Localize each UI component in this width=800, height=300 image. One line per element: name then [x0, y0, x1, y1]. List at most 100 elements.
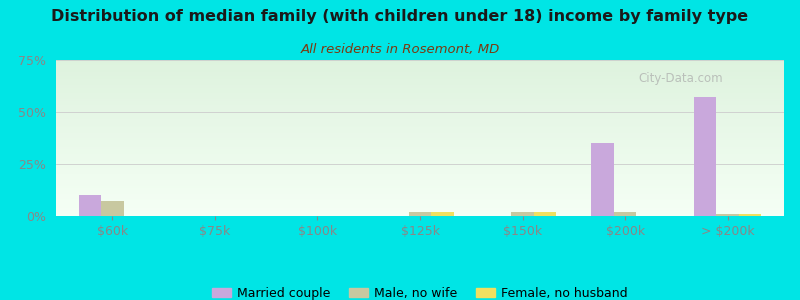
Bar [56, 73, 784, 74]
Bar [511, 212, 534, 216]
Bar [56, 151, 784, 152]
Bar [56, 76, 784, 77]
Bar [56, 176, 784, 177]
Bar [56, 82, 784, 83]
Bar [56, 149, 784, 151]
Bar [534, 212, 556, 216]
Bar [56, 77, 784, 79]
Bar [78, 195, 101, 216]
Bar [614, 212, 636, 216]
Bar [56, 60, 784, 61]
Bar [431, 212, 454, 216]
Bar [56, 108, 784, 110]
Bar [56, 160, 784, 161]
Bar [56, 93, 784, 94]
Bar [56, 96, 784, 98]
Bar [56, 152, 784, 154]
Bar [56, 105, 784, 107]
Bar [56, 205, 784, 207]
Bar [56, 166, 784, 168]
Bar [56, 186, 784, 188]
Bar [56, 125, 784, 127]
Bar [56, 102, 784, 104]
Bar [56, 161, 784, 163]
Bar [56, 193, 784, 194]
Bar [56, 129, 784, 130]
Bar [56, 110, 784, 112]
Bar [56, 190, 784, 191]
Bar [56, 147, 784, 149]
Bar [56, 115, 784, 116]
Bar [56, 141, 784, 143]
Bar [56, 213, 784, 214]
Bar [56, 68, 784, 69]
Bar [56, 116, 784, 118]
Bar [56, 94, 784, 96]
Bar [56, 203, 784, 205]
Bar [56, 172, 784, 174]
Bar [56, 191, 784, 193]
Bar [56, 171, 784, 172]
Bar [56, 71, 784, 73]
Bar [56, 88, 784, 90]
Bar [56, 208, 784, 210]
Bar [56, 183, 784, 185]
Bar [56, 197, 784, 199]
Bar [56, 174, 784, 176]
Bar [56, 154, 784, 155]
Bar [56, 79, 784, 80]
Bar [56, 178, 784, 180]
Legend: Married couple, Male, no wife, Female, no husband: Married couple, Male, no wife, Female, n… [207, 281, 633, 300]
Bar [56, 124, 784, 125]
Bar [56, 63, 784, 65]
Text: Distribution of median family (with children under 18) income by family type: Distribution of median family (with chil… [51, 9, 749, 24]
Bar [56, 136, 784, 138]
Bar [56, 107, 784, 108]
Bar [56, 90, 784, 91]
Bar [56, 61, 784, 63]
Bar [56, 80, 784, 82]
Bar [56, 188, 784, 190]
Bar [56, 211, 784, 213]
Bar [56, 157, 784, 158]
Bar [56, 180, 784, 182]
Bar [56, 169, 784, 171]
Bar [56, 98, 784, 99]
Bar [56, 86, 784, 88]
Bar [56, 122, 784, 124]
Bar [56, 69, 784, 71]
Bar [56, 119, 784, 121]
Text: All residents in Rosemont, MD: All residents in Rosemont, MD [300, 44, 500, 56]
Bar [56, 113, 784, 115]
Bar [739, 214, 762, 216]
Text: City-Data.com: City-Data.com [638, 73, 723, 85]
Bar [591, 143, 614, 216]
Bar [56, 99, 784, 100]
Bar [56, 74, 784, 76]
Bar [56, 91, 784, 93]
Bar [56, 207, 784, 208]
Bar [56, 140, 784, 141]
Bar [56, 202, 784, 203]
Bar [56, 199, 784, 200]
Bar [56, 138, 784, 140]
Bar [56, 164, 784, 166]
Bar [56, 65, 784, 66]
Bar [56, 214, 784, 216]
Bar [56, 194, 784, 196]
Bar [56, 135, 784, 136]
Bar [56, 66, 784, 68]
Bar [56, 163, 784, 164]
Bar [56, 182, 784, 183]
Bar [56, 200, 784, 202]
Bar [716, 214, 739, 216]
Bar [56, 177, 784, 178]
Bar [56, 143, 784, 144]
Bar [56, 127, 784, 129]
Bar [56, 168, 784, 169]
Bar [56, 155, 784, 157]
Bar [694, 98, 716, 216]
Bar [56, 133, 784, 135]
Bar [56, 144, 784, 146]
Bar [56, 85, 784, 86]
